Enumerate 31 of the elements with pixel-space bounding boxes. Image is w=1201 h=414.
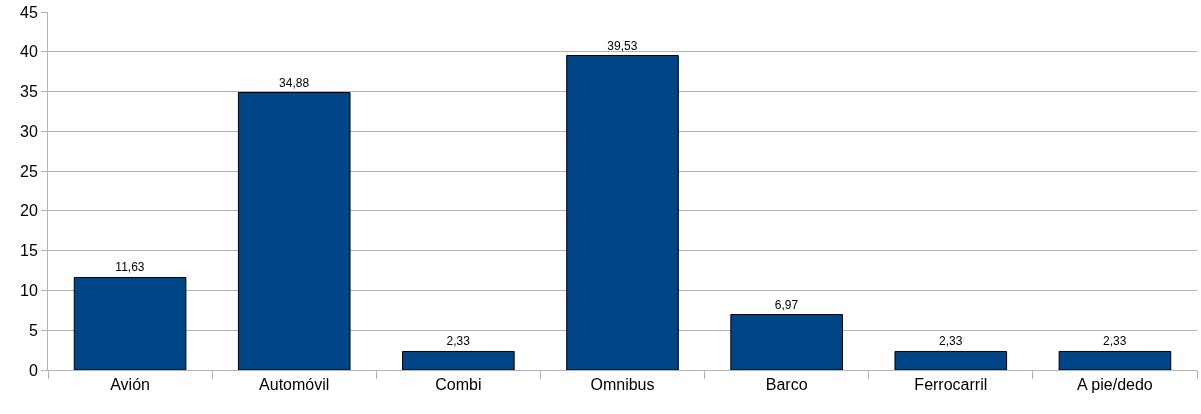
data-label: 6,97 [774, 297, 799, 312]
bar [566, 55, 679, 370]
x-tick-label: Omnibus [590, 376, 655, 394]
y-tick-label: 5 [28, 321, 38, 339]
bar [73, 276, 187, 370]
x-tick-label: Barco [765, 376, 808, 394]
x-tick-label: Combi [435, 376, 482, 394]
x-tick-label: A pie/dedo [1077, 376, 1153, 394]
bar [402, 350, 515, 370]
bar [237, 92, 351, 370]
data-label: 2,33 [1103, 334, 1127, 349]
bar [1058, 350, 1172, 370]
x-tick-label: Avión [110, 376, 150, 394]
y-tick-label: 20 [20, 202, 38, 220]
data-label: 34,88 [279, 75, 310, 90]
x-tick-label: Automóvil [259, 376, 330, 394]
y-tick-label: 45 [20, 3, 38, 21]
x-tick-label: Ferrocarril [914, 376, 988, 394]
y-tick-label: 40 [20, 43, 38, 61]
y-tick-label: 30 [20, 122, 38, 140]
bar [894, 350, 1008, 370]
y-tick-label: 25 [20, 162, 38, 180]
data-label: 11,63 [115, 260, 145, 275]
data-label: 39,53 [607, 38, 638, 53]
y-tick-label: 0 [28, 361, 38, 379]
data-label: 2,33 [938, 334, 963, 349]
y-tick-label: 10 [20, 282, 38, 300]
y-tick-label: 35 [20, 83, 38, 101]
y-tick-label: 15 [20, 242, 38, 260]
bar [730, 314, 843, 370]
data-label: 2,33 [446, 334, 471, 349]
